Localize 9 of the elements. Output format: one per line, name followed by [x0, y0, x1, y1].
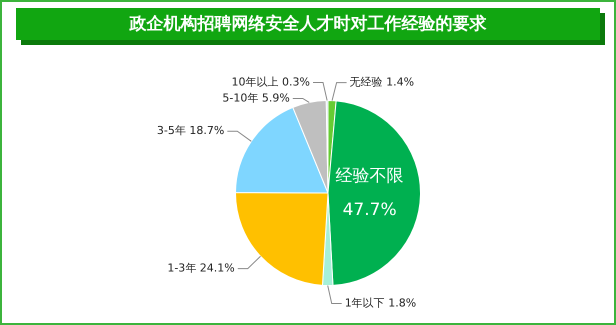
data-label: 47.7%: [342, 200, 397, 220]
slice-label: 无经验 1.4%: [350, 75, 414, 88]
slice-label: 1年以下 1.8%: [344, 296, 416, 310]
slice-label: 10年以上 0.3%: [232, 75, 310, 88]
chart-title: 政企机构招聘网络安全人才时对工作经验的要求: [16, 8, 600, 40]
slice-label: 5-10年 5.9%: [222, 91, 290, 104]
slice-label: 3-5年 18.7%: [156, 124, 224, 138]
slice-label: 经验不限: [336, 166, 404, 186]
slice-label: 1-3年 24.1%: [167, 261, 235, 274]
